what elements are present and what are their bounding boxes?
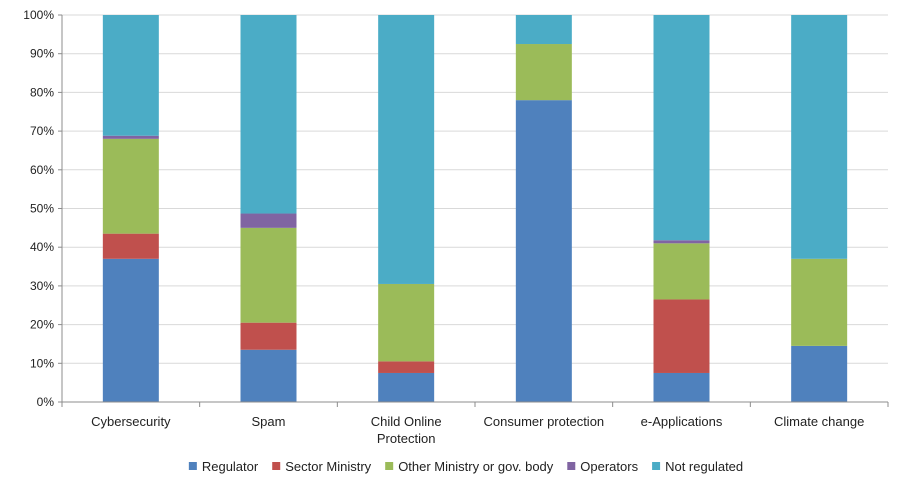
legend-label: Operators — [580, 459, 638, 474]
bar-cybersecurity-operators — [102, 135, 159, 139]
y-tick-label: 60% — [30, 163, 54, 177]
legend-swatch — [272, 462, 281, 470]
legend-swatch — [567, 462, 576, 470]
bar-child-online-protection-not-regulated — [378, 15, 435, 284]
bar-climate-change-other-ministry-or-gov-body — [791, 258, 848, 346]
bar-cybersecurity-regulator — [102, 258, 159, 402]
bars — [102, 15, 848, 402]
bar-e-applications-sector-ministry — [653, 299, 710, 373]
y-tick-label: 30% — [30, 279, 54, 293]
legend-item-not-regulated: Not regulated — [652, 459, 743, 474]
legend-item-other-ministry-or-gov-body: Other Ministry or gov. body — [385, 459, 554, 474]
y-tick-label: 70% — [30, 124, 54, 138]
bar-consumer-protection-regulator — [515, 100, 572, 402]
legend-label: Sector Ministry — [285, 459, 371, 474]
legend-swatch — [188, 462, 197, 470]
bar-child-online-protection-sector-ministry — [378, 361, 435, 373]
bar-child-online-protection-other-ministry-or-gov-body — [378, 283, 435, 362]
bar-cybersecurity-not-regulated — [102, 15, 159, 136]
legend: Regulator Sector Ministry Other Ministry o… — [188, 459, 743, 474]
bar-spam-other-ministry-or-gov-body — [240, 227, 297, 323]
legend-swatch — [652, 462, 661, 470]
bar-consumer-protection-other-ministry-or-gov-body — [515, 44, 572, 101]
axes: 0% 10% 20% 30% 40% 50% 60% 70% 80% 90% 100% Cyberse… — [23, 8, 889, 446]
bar-spam-regulator — [240, 349, 297, 402]
bar-climate-change-regulator — [791, 345, 848, 402]
x-tick-label: Climate change — [774, 414, 864, 429]
legend-item-operators: Operators — [567, 459, 639, 474]
y-tick-label: 80% — [30, 85, 54, 99]
y-tick-label: 100% — [23, 8, 54, 22]
y-tick-label: 0% — [37, 395, 55, 409]
y-tick-label: 40% — [30, 240, 54, 254]
y-tick-label: 20% — [30, 318, 54, 332]
bar-cybersecurity-other-ministry-or-gov-body — [102, 138, 159, 234]
y-tick-label: 90% — [30, 47, 54, 61]
bar-consumer-protection-not-regulated — [515, 15, 572, 45]
bar-spam-sector-ministry — [240, 322, 297, 350]
y-tick-label: 50% — [30, 202, 54, 216]
bar-spam-operators — [240, 213, 297, 228]
x-tick-label: Child Online Protection — [371, 414, 442, 446]
legend-label: Regulator — [202, 459, 259, 474]
x-tick-label: Cybersecurity — [91, 414, 171, 429]
bar-e-applications-regulator — [653, 372, 710, 402]
legend-item-regulator: Regulator — [188, 459, 259, 474]
x-tick-label: Consumer protection — [483, 414, 604, 429]
legend-swatch — [385, 462, 394, 470]
x-tick-label: e-Applications — [641, 414, 723, 429]
bar-child-online-protection-regulator — [378, 372, 435, 402]
x-tick-label: Spam — [252, 414, 286, 429]
bar-e-applications-operators — [653, 240, 710, 244]
bar-cybersecurity-sector-ministry — [102, 233, 159, 259]
legend-label: Other Ministry or gov. body — [398, 459, 554, 474]
legend-label: Not regulated — [665, 459, 743, 474]
bar-spam-not-regulated — [240, 15, 297, 214]
bar-e-applications-other-ministry-or-gov-body — [653, 243, 710, 300]
y-tick-label: 10% — [30, 356, 54, 370]
legend-item-sector-ministry: Sector Ministry — [272, 459, 372, 474]
gridlines — [62, 14, 888, 364]
bar-e-applications-not-regulated — [653, 15, 710, 241]
bar-climate-change-not-regulated — [791, 15, 848, 259]
